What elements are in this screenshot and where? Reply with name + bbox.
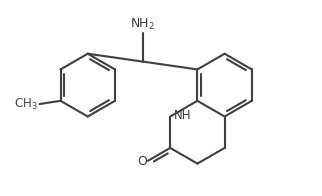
Text: CH$_3$: CH$_3$ bbox=[14, 96, 38, 112]
Text: O: O bbox=[137, 155, 147, 169]
Text: NH$_2$: NH$_2$ bbox=[130, 17, 155, 32]
Text: NH: NH bbox=[174, 109, 192, 122]
